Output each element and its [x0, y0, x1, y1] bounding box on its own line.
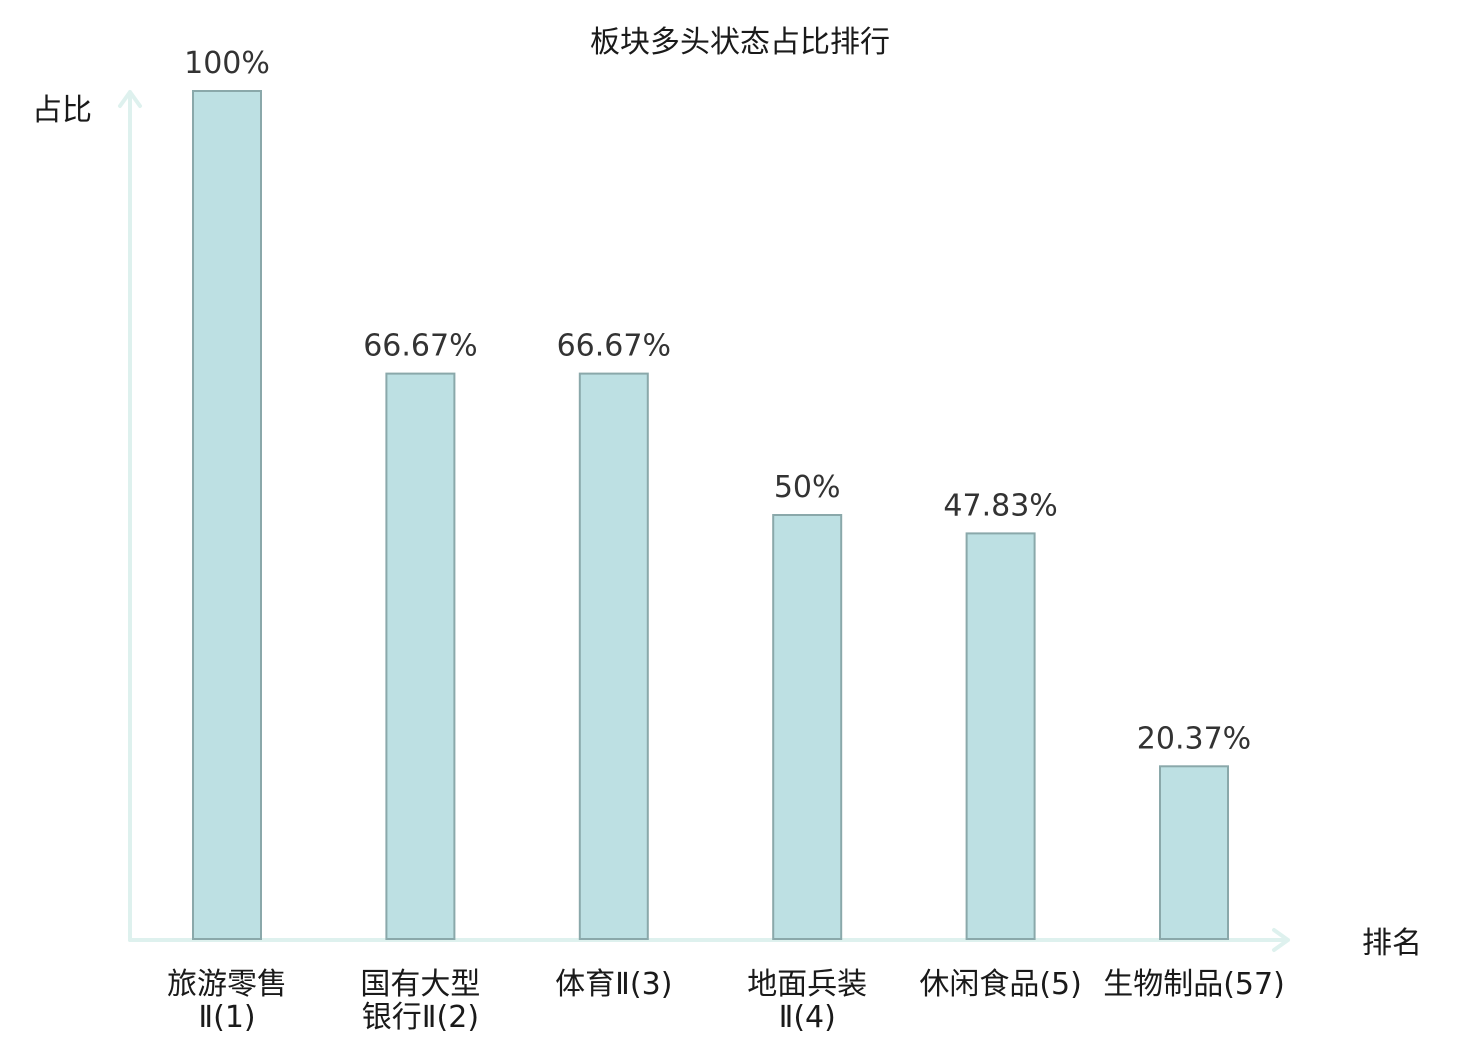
x-axis [128, 928, 1290, 952]
category-label-1-line-1: 旅游零售 [167, 967, 287, 1002]
category-label-4-line-1: 地面兵装 [747, 967, 867, 1002]
bar-value-label-6: 20.37% [1137, 721, 1251, 756]
category-label-5-line-1: 休闲食品(5) [919, 967, 1082, 1002]
bars-group [192, 90, 1229, 941]
bar-4 [772, 514, 843, 940]
x-axis-label: 排名 [1362, 926, 1422, 961]
category-label-3-line-1: 体育Ⅱ(3) [555, 967, 672, 1002]
bar-value-label-2: 66.67% [363, 329, 477, 364]
bar-6 [1159, 765, 1229, 940]
category-label-1-line-2: Ⅱ(1) [198, 1000, 255, 1035]
chart-title: 板块多头状态占比排行 [590, 25, 890, 60]
y-axis [118, 90, 142, 942]
bar-value-label-5: 47.83% [943, 488, 1057, 523]
category-label-4-line-2: Ⅱ(4) [779, 1000, 836, 1035]
value-labels-group: 100% 66.67% 66.67% 50% 47.83% 20.37% [184, 46, 1251, 756]
bar-2 [385, 372, 456, 941]
bar-5 [965, 532, 1036, 941]
category-label-6-line-1: 生物制品(57) [1103, 967, 1285, 1002]
y-axis-label: 占比 [32, 93, 92, 128]
category-label-2-line-2: 银行Ⅱ(2) [362, 1000, 479, 1035]
category-label-2-line-1: 国有大型 [360, 967, 480, 1002]
bar-value-label-4: 50% [774, 470, 841, 505]
bar-1 [192, 90, 262, 940]
bar-value-label-1: 100% [184, 46, 270, 81]
bar-3 [578, 372, 649, 941]
bar-value-label-3: 66.67% [557, 329, 671, 364]
